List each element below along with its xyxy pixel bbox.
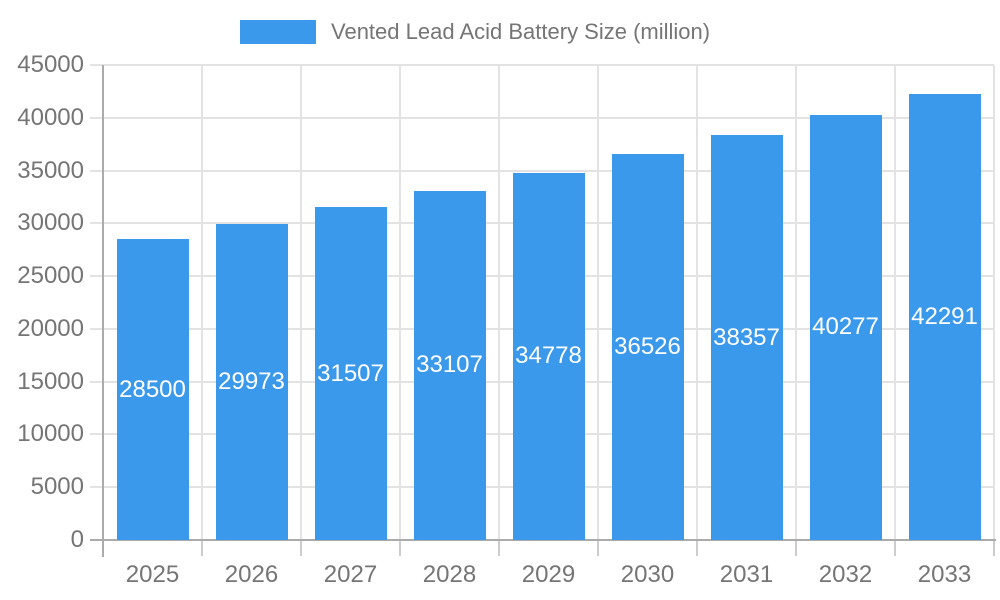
bar-2027[interactable]: 31507 [314,207,387,540]
y-axis-tick-label: 25000 [17,262,84,290]
bar-2031[interactable]: 38357 [710,135,783,540]
bar-value-label: 28500 [119,375,186,403]
gridline-horizontal [90,169,994,172]
x-axis-tick [201,541,203,556]
x-axis-tick [498,541,500,556]
x-axis-label: 2027 [323,561,378,588]
bar-value-label: 34778 [515,342,582,370]
bar-2026[interactable]: 29973 [215,223,288,540]
gridline-vertical [597,65,599,540]
legend: Vented Lead Acid Battery Size (million) [240,18,710,46]
x-axis-label: 2030 [620,561,675,588]
x-axis-tick [696,541,698,556]
bar-value-label: 33107 [416,351,483,379]
x-axis-label: 2029 [521,561,576,588]
bar-value-label: 29973 [218,367,285,395]
y-axis-tick-label: 35000 [17,156,84,184]
x-axis-label: 2032 [818,561,873,588]
legend-swatch [240,20,316,44]
gridline-vertical [201,65,203,540]
bar-value-label: 38357 [713,323,780,351]
y-axis-tick-label: 40000 [17,103,84,131]
bar-2028[interactable]: 33107 [413,190,486,540]
y-axis-tick-label: 30000 [17,209,84,237]
x-axis-line [90,539,996,541]
bar-value-label: 42291 [911,302,978,330]
y-axis-tick-label: 15000 [17,367,84,395]
gridline-horizontal [90,64,994,66]
bar-2030[interactable]: 36526 [611,154,684,540]
bar-value-label: 40277 [812,313,879,341]
bar-value-label: 36526 [614,333,681,361]
bar-2029[interactable]: 34778 [512,172,585,540]
x-axis-label: 2025 [125,561,180,588]
x-axis-label: 2028 [422,561,477,588]
x-axis-label: 2033 [917,561,972,588]
y-axis-tick-label: 45000 [17,51,84,78]
gridline-vertical [993,65,995,540]
y-axis-line [102,65,104,557]
bar-2025[interactable]: 28500 [116,239,189,540]
y-axis-tick-label: 0 [70,526,84,553]
y-axis-tick-label: 5000 [30,473,84,501]
bar-2033[interactable]: 42291 [908,93,981,540]
x-axis-tick [597,541,599,556]
gridline-vertical [795,65,797,540]
bar-value-label: 31507 [317,359,384,387]
gridline-vertical [696,65,698,540]
gridline-vertical [399,65,401,540]
x-axis-label: 2026 [224,561,279,588]
gridline-vertical [498,65,500,540]
x-axis-label: 2031 [719,561,774,588]
x-axis-tick [300,541,302,556]
gridline-vertical [300,65,302,540]
y-axis-tick-label: 20000 [17,314,84,342]
x-axis-tick [399,541,401,556]
gridline-horizontal [90,116,994,119]
x-axis-tick [993,541,995,556]
legend-label: Vented Lead Acid Battery Size (million) [331,19,711,44]
bar-2032[interactable]: 40277 [809,114,882,540]
x-axis-tick [795,541,797,556]
gridline-vertical [894,65,896,540]
y-axis-tick-label: 10000 [17,420,84,448]
x-axis-tick [894,541,896,556]
